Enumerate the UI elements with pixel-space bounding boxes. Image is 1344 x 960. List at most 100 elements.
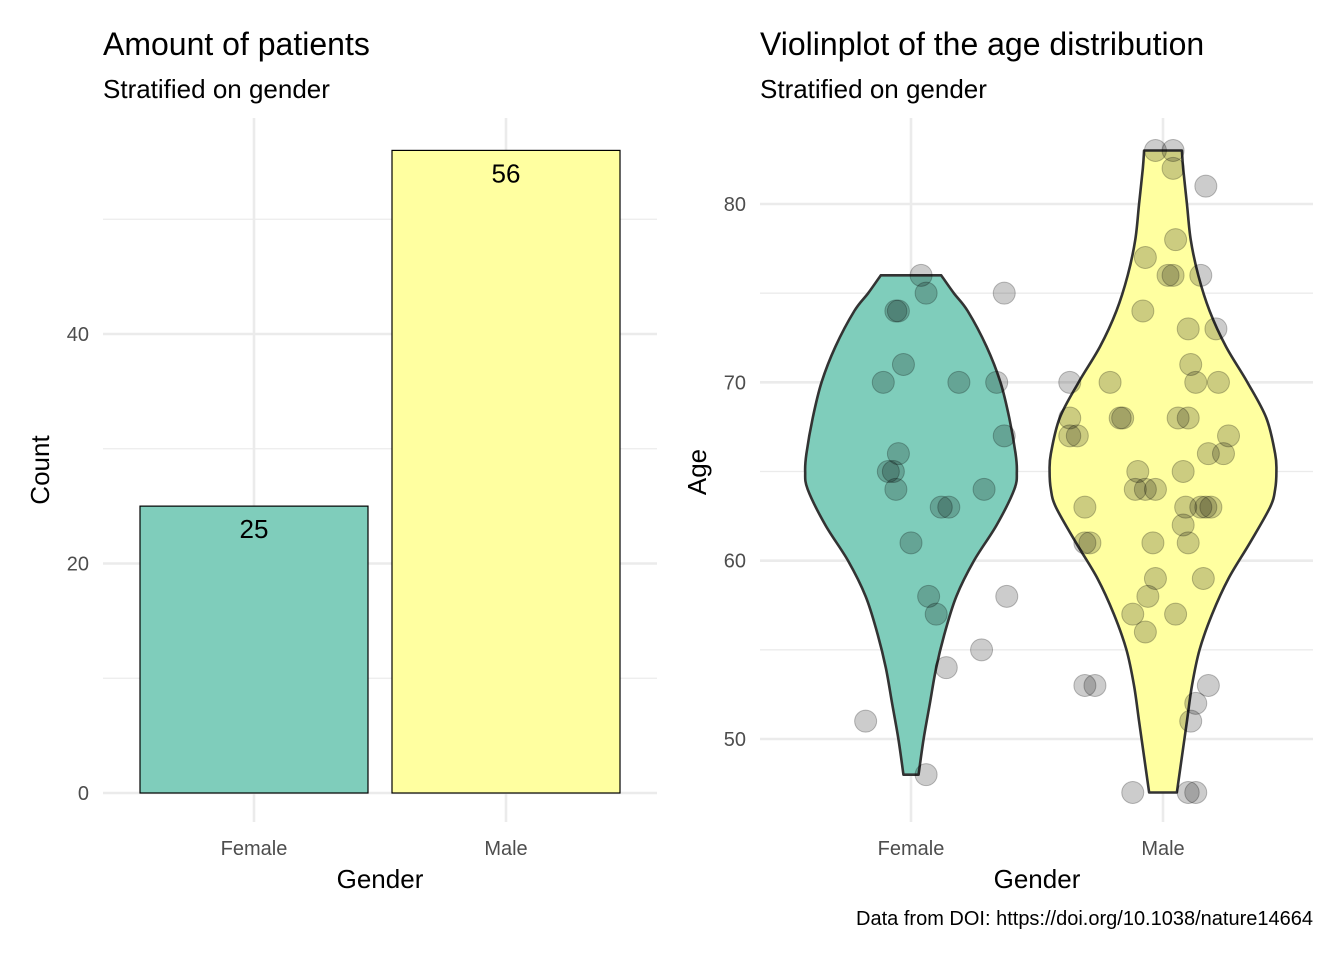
point-male bbox=[1078, 531, 1102, 555]
point-male bbox=[1058, 406, 1082, 430]
point-male bbox=[1073, 495, 1097, 519]
point-male bbox=[1164, 602, 1188, 626]
point-male bbox=[1176, 406, 1200, 430]
point-male bbox=[1211, 442, 1235, 466]
violin-y-tick-50: 50 bbox=[724, 729, 746, 751]
violin-chart-subtitle: Stratified on gender bbox=[760, 74, 987, 104]
point-male bbox=[1143, 139, 1167, 162]
point-male bbox=[1189, 263, 1213, 287]
point-female bbox=[995, 584, 1019, 608]
violin-x-tick-male: Male bbox=[1141, 838, 1184, 860]
point-female bbox=[992, 424, 1016, 448]
point-male bbox=[1136, 584, 1160, 608]
point-female bbox=[899, 531, 923, 555]
bar-female bbox=[139, 505, 369, 794]
violin-y-ticks: 50 60 70 80 bbox=[724, 194, 746, 751]
bar-y-tick-0: 0 bbox=[78, 783, 89, 805]
point-female bbox=[924, 602, 948, 626]
point-male bbox=[1065, 424, 1089, 448]
violin-chart-panel: 50 60 70 80 Female Male Violinplot of the ag… bbox=[682, 26, 1313, 894]
point-female bbox=[884, 477, 908, 501]
point-male bbox=[1161, 139, 1185, 162]
bar-series bbox=[139, 149, 621, 794]
violin-x-axis-title: Gender bbox=[994, 864, 1081, 894]
point-female bbox=[985, 370, 1009, 394]
point-male bbox=[1196, 442, 1220, 466]
bar-chart-panel: 25 56 0 20 40 Female Male Amount of patients… bbox=[25, 26, 657, 894]
point-male bbox=[1196, 674, 1220, 697]
point-male bbox=[1191, 567, 1215, 590]
point-male bbox=[1073, 531, 1097, 555]
bar-label-female: 25 bbox=[240, 514, 269, 544]
point-male bbox=[1217, 424, 1241, 448]
bar-x-tick-female: Female bbox=[221, 838, 288, 860]
violin-x-ticks: Female Male bbox=[878, 838, 1185, 860]
point-male bbox=[1171, 460, 1195, 483]
point-male bbox=[1184, 370, 1208, 394]
bar-x-axis-title: Gender bbox=[337, 864, 424, 894]
point-male bbox=[1131, 299, 1155, 323]
point-male bbox=[1133, 620, 1157, 644]
point-female bbox=[886, 299, 910, 323]
point-male bbox=[1098, 370, 1122, 394]
point-male bbox=[1073, 674, 1097, 697]
point-female bbox=[934, 656, 958, 680]
point-male bbox=[1058, 424, 1082, 448]
point-male bbox=[1161, 156, 1185, 180]
point-male bbox=[1204, 317, 1228, 341]
violin-y-tick-60: 60 bbox=[724, 551, 746, 573]
point-male bbox=[1133, 246, 1157, 269]
point-male bbox=[1166, 406, 1190, 430]
point-female bbox=[909, 263, 933, 287]
point-female bbox=[972, 477, 996, 501]
violin-y-tick-70: 70 bbox=[724, 372, 746, 394]
bar-x-ticks: Female Male bbox=[221, 838, 528, 860]
point-female bbox=[970, 638, 994, 662]
point-male bbox=[1108, 406, 1132, 430]
point-male bbox=[1179, 353, 1203, 376]
violin-female bbox=[803, 274, 1019, 776]
point-male bbox=[1143, 567, 1167, 590]
bar-y-tick-20: 20 bbox=[67, 554, 89, 576]
data-source-caption: Data from DOI: https://doi.org/10.1038/n… bbox=[856, 908, 1313, 930]
point-male bbox=[1171, 513, 1195, 537]
point-male bbox=[1194, 174, 1218, 198]
violin-jitter-points bbox=[854, 139, 1241, 804]
bar-y-tick-40: 40 bbox=[67, 324, 89, 346]
violin-series bbox=[803, 149, 1278, 794]
violin-x-tick-female: Female bbox=[878, 838, 945, 860]
point-male bbox=[1111, 406, 1135, 430]
violin-y-tick-80: 80 bbox=[724, 194, 746, 216]
point-female bbox=[914, 281, 938, 305]
point-female bbox=[884, 299, 908, 323]
point-male bbox=[1143, 477, 1167, 501]
violin-chart-title: Violinplot of the age distribution bbox=[760, 26, 1204, 62]
point-male bbox=[1133, 477, 1157, 501]
point-male bbox=[1194, 495, 1218, 519]
point-female bbox=[947, 370, 971, 394]
bar-chart-title: Amount of patients bbox=[103, 26, 370, 62]
bar-male bbox=[391, 149, 621, 794]
point-female bbox=[854, 709, 878, 733]
point-male bbox=[1179, 709, 1203, 733]
bar-y-ticks: 0 20 40 bbox=[67, 324, 89, 805]
point-male bbox=[1156, 263, 1180, 287]
point-male bbox=[1121, 781, 1145, 804]
point-male bbox=[1176, 531, 1200, 555]
point-female bbox=[871, 370, 895, 394]
point-male bbox=[1176, 317, 1200, 341]
point-female bbox=[886, 442, 910, 466]
point-female bbox=[992, 281, 1016, 305]
point-male bbox=[1058, 370, 1082, 394]
point-female bbox=[937, 495, 961, 519]
point-male bbox=[1123, 477, 1147, 501]
bar-chart-subtitle: Stratified on gender bbox=[103, 74, 330, 104]
bar-x-tick-male: Male bbox=[484, 838, 527, 860]
point-female bbox=[891, 353, 915, 376]
violin-male bbox=[1048, 149, 1278, 794]
point-male bbox=[1141, 531, 1165, 555]
point-female bbox=[876, 460, 900, 483]
bar-y-axis-title: Count bbox=[25, 435, 55, 505]
